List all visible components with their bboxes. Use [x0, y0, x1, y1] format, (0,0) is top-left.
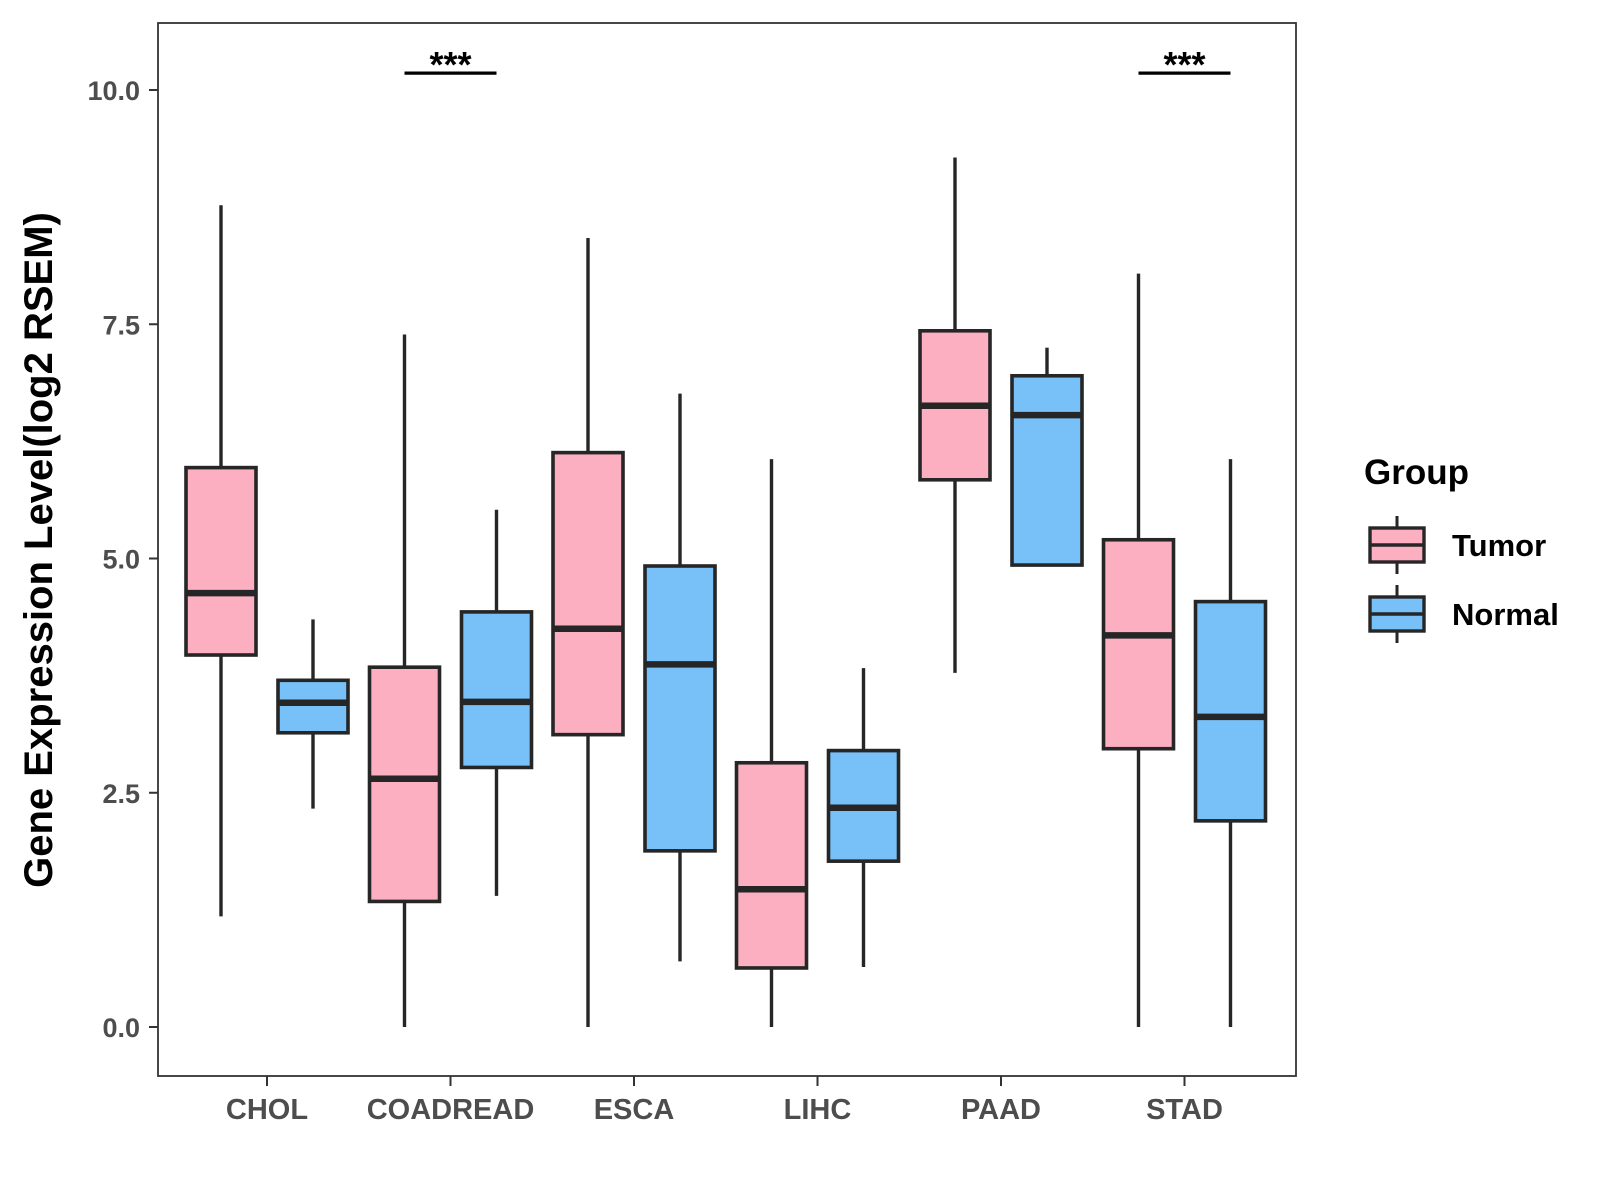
x-tick-label-chol: CHOL [226, 1094, 308, 1126]
box-coadread-tumor [367, 334, 442, 1027]
box-paad-tumor [918, 157, 992, 673]
box-esca-normal [643, 393, 717, 962]
y-tick-label-0: 0.0 [102, 1013, 140, 1043]
y-tick-label-3: 7.5 [102, 310, 140, 340]
box-chol-normal [276, 619, 350, 809]
box-esca-tumor [551, 238, 625, 1027]
legend-key-normal [1368, 585, 1426, 643]
box-body-chol-tumor [184, 465, 258, 657]
legend-key-tumor [1368, 516, 1426, 574]
y-tick-label-2: 5.0 [102, 545, 140, 575]
x-axis: CHOL COADREAD ESCA LIHC PAAD STAD [226, 1076, 1223, 1126]
y-axis: 0.0 2.5 5.0 7.5 10.0 [87, 76, 158, 1043]
significance-label-coadread: *** [429, 44, 471, 85]
legend-label-tumor: Tumor [1452, 528, 1546, 563]
box-paad-normal [1010, 347, 1084, 567]
plot-panel-border [157, 22, 1297, 1077]
y-tick-label-1: 2.5 [102, 779, 140, 809]
box-body-stad-tumor [1101, 537, 1176, 751]
box-body-lihc-tumor [734, 760, 809, 970]
box-body-coadread-tumor [367, 665, 442, 904]
box-body-esca-tumor [551, 450, 625, 737]
box-body-coadread-normal [459, 610, 534, 770]
box-body-chol-normal [276, 678, 350, 735]
box-stad-tumor [1101, 273, 1176, 1027]
legend: Group Tumor Normal [1364, 453, 1559, 643]
legend-label-normal: Normal [1452, 597, 1559, 632]
box-body-paad-normal [1010, 373, 1084, 567]
box-stad-normal [1193, 459, 1268, 1027]
y-axis-title: Gene Expression Level(log2 RSEM) [17, 212, 61, 888]
y-tick-label-4: 10.0 [87, 76, 140, 106]
x-tick-label-coadread: COADREAD [367, 1094, 535, 1126]
box-chol-tumor [184, 205, 258, 917]
x-tick-label-paad: PAAD [961, 1094, 1041, 1126]
x-tick-label-esca: ESCA [594, 1094, 675, 1126]
boxes-layer [184, 157, 1268, 1027]
significance-label-stad: *** [1163, 44, 1205, 85]
legend-title: Group [1364, 453, 1469, 492]
box-lihc-tumor [734, 459, 809, 1027]
box-body-esca-normal [643, 564, 717, 853]
x-tick-label-lihc: LIHC [784, 1094, 852, 1126]
box-lihc-normal [826, 668, 901, 968]
box-body-stad-normal [1193, 599, 1268, 823]
box-coadread-normal [459, 509, 534, 896]
x-tick-label-stad: STAD [1146, 1094, 1223, 1126]
significance-annotations: *** *** [404, 44, 1231, 85]
